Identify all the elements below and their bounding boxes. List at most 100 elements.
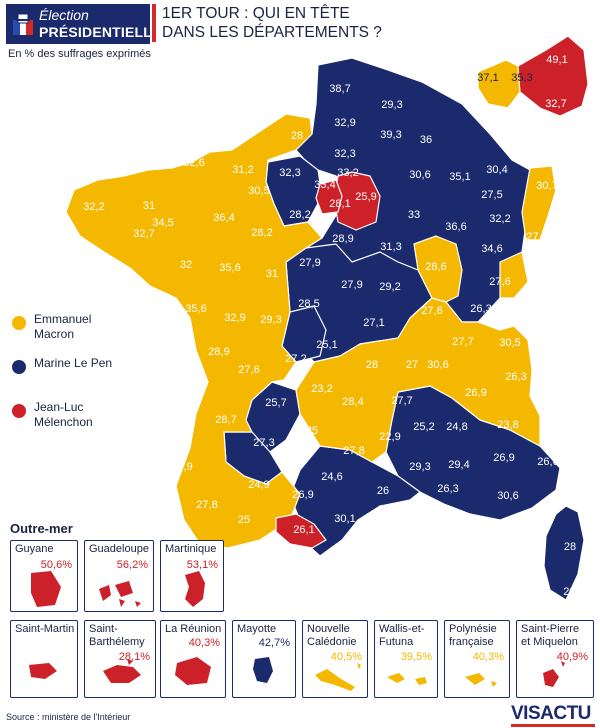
territory-shape — [175, 657, 211, 685]
department-value-label: 25 — [238, 514, 250, 526]
department-value-label: 28,2 — [251, 227, 272, 239]
department-value-label: 30,4 — [486, 164, 507, 176]
department-value-label: 32,3 — [334, 148, 355, 160]
legend-item-melenchon: Jean-Luc Mélenchon — [12, 400, 132, 444]
territory-value: 40,3% — [472, 651, 504, 663]
department-value-label: 29,3 — [381, 99, 402, 111]
department-value-label: 31 — [266, 268, 278, 280]
department-value-label: 26,6 — [537, 456, 558, 468]
department-value-label: 25,2 — [413, 421, 434, 433]
territory-value: 28,1% — [118, 651, 150, 663]
territory-name: Saint-Pierre et Miquelon — [521, 623, 580, 648]
subtitle: En % des suffrages exprimés — [8, 48, 151, 60]
region-yellow-loire — [413, 235, 463, 303]
territory-shape — [315, 663, 361, 691]
territory-shape — [465, 673, 497, 687]
department-value-label: 33 — [408, 209, 420, 221]
department-value-label: 30,7 — [536, 180, 557, 192]
department-value-label: 26,9 — [465, 387, 486, 399]
territory-value: 50,6% — [40, 559, 72, 571]
department-value-label: 36 — [420, 134, 432, 146]
region-red-idf-inner — [315, 179, 343, 215]
department-value-label: 24,8 — [446, 421, 467, 433]
department-value-label: 25 — [306, 425, 318, 437]
title-line2: DANS LES DÉPARTEMENTS ? — [162, 24, 382, 41]
department-value-label: 25,7 — [265, 397, 286, 409]
department-value-label: 32,6 — [183, 157, 204, 169]
department-value-label: 31,3 — [380, 241, 401, 253]
legend-label: Emmanuel Macron — [34, 312, 92, 341]
department-value-label: 29,3 — [260, 314, 281, 326]
page-title: 1ER TOUR : QUI EN TÊTE DANS LES DÉPARTEM… — [162, 4, 382, 42]
department-value-label: 32 — [180, 259, 192, 271]
department-value-label: 28,9 — [283, 457, 304, 469]
department-value-label: 34,5 — [152, 217, 173, 229]
department-value-label: 23,2 — [311, 383, 332, 395]
department-value-label: 24,9 — [248, 479, 269, 491]
legend-item-lepen: Marine Le Pen — [12, 356, 132, 400]
outremer-box: Saint-Pierre et Miquelon 40,9% — [516, 620, 594, 698]
department-value-label: 33,2 — [337, 167, 358, 179]
territory-name: Polynésie française — [449, 623, 497, 648]
territory-value: 53,1% — [186, 559, 218, 571]
territory-name: Wallis-et-Futuna — [379, 623, 425, 648]
territory-name: Mayotte — [237, 623, 277, 635]
department-value-label: 27,7 — [391, 395, 412, 407]
outremer-box: Wallis-et-Futuna 39,5% — [374, 620, 438, 698]
territory-name: Saint-Martin — [15, 623, 75, 635]
territory-value: 42,7% — [258, 637, 290, 649]
map-regions — [65, 35, 589, 601]
department-value-label: 32,2 — [83, 201, 104, 213]
department-value-label: 34,6 — [481, 243, 502, 255]
outremer-box: Nouvelle Calédonie 40,5% — [302, 620, 368, 698]
department-value-label: 28,7 — [215, 414, 236, 426]
department-value-label: 27,6 — [421, 305, 442, 317]
department-value-label: 27,1 — [363, 317, 384, 329]
department-value-label: 26 — [377, 485, 389, 497]
outremer-box: Guyane 50,6% — [10, 540, 78, 612]
department-value-label: 30,6 — [427, 359, 448, 371]
source: Source : ministère de l'Intérieur — [6, 712, 131, 722]
department-value-label: 35,6 — [185, 303, 206, 315]
outremer-box: La Réunion 40,3% — [160, 620, 226, 698]
department-value-label: 28 — [291, 130, 303, 142]
outremer-box: Martinique 53,1% — [160, 540, 224, 612]
department-value-label: 29,3 — [409, 461, 430, 473]
department-value-label: 26,1 — [293, 524, 314, 536]
department-value-label: 28,2 — [289, 209, 310, 221]
department-value-label: 28,4 — [342, 396, 363, 408]
ballot-box-icon — [13, 13, 33, 35]
department-value-label: 26,3 — [470, 303, 491, 315]
department-value-label: 30,5 — [248, 185, 269, 197]
department-value-label: 35,1 — [449, 171, 470, 183]
territory-name: Saint-Barthélemy — [89, 623, 145, 648]
territory-value: 40,9% — [556, 651, 588, 663]
department-value-label: 35,6 — [219, 262, 240, 274]
outremer-box: Polynésie française 40,3% — [444, 620, 510, 698]
department-value-label: 23,8 — [497, 419, 518, 431]
department-value-label: 28,9 — [208, 346, 229, 358]
department-value-label: 28,6 — [425, 261, 446, 273]
department-value-label: 29,2 — [563, 586, 584, 598]
legend-item-macron: Emmanuel Macron — [12, 312, 132, 356]
logo-accent-bar — [511, 724, 595, 727]
territory-value: 40,5% — [330, 651, 362, 663]
election-badge: Élection PRÉSIDENTIELLE — [6, 4, 161, 44]
department-value-label: 27,9 — [526, 231, 547, 243]
department-value-label: 32,2 — [489, 213, 510, 225]
legend-dot — [12, 404, 26, 418]
department-value-label: 27,3 — [253, 437, 274, 449]
territory-shape — [31, 571, 61, 607]
department-value-label: 27,6 — [238, 364, 259, 376]
department-value-label: 32,9 — [334, 117, 355, 129]
department-value-label: 29,4 — [448, 459, 469, 471]
department-value-label: 30,1 — [334, 513, 355, 525]
territory-value: 56,2% — [116, 559, 148, 571]
department-value-label: 28,9 — [332, 233, 353, 245]
department-value-label: 27,8 — [343, 445, 364, 457]
territory-shape — [103, 659, 141, 683]
department-value-label: 32,7 — [341, 541, 362, 553]
department-value-label: 29,2 — [379, 281, 400, 293]
department-value-label: 36,4 — [213, 212, 234, 224]
department-value-label: 39,3 — [380, 129, 401, 141]
